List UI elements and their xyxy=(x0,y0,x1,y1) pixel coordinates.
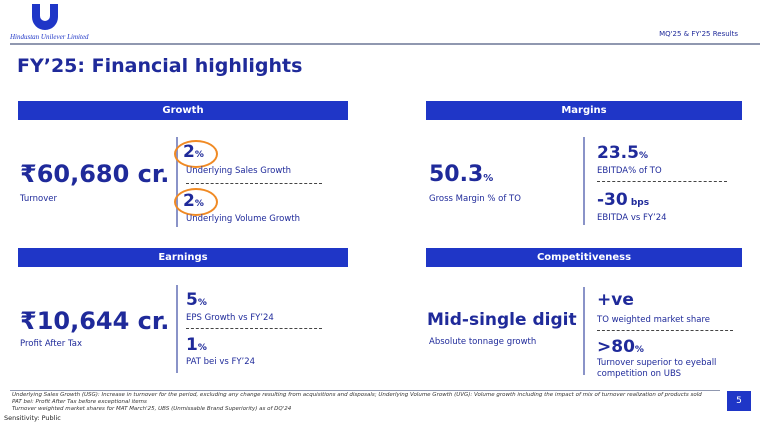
uvg-label: Underlying Volume Growth xyxy=(186,214,301,224)
footnote: Underlying Sales Growth (USG): Increase … xyxy=(12,392,702,398)
eps-value: 5% xyxy=(186,290,207,310)
gross-margin-value: 50.3% xyxy=(429,162,494,187)
eps-label: EPS Growth vs FY’24 xyxy=(186,313,274,323)
tonnage-label: Absolute tonnage growth xyxy=(429,337,537,347)
ebitda-change-value: -30 bps xyxy=(597,190,650,210)
usg-label: Underlying Sales Growth xyxy=(186,166,292,176)
dashed-divider xyxy=(597,330,733,331)
header-divider xyxy=(10,43,760,45)
divider xyxy=(583,287,585,375)
margins-banner: Margins xyxy=(426,101,742,120)
footnote: PAT bei: Profit After Tax before excepti… xyxy=(12,399,147,405)
ubs-label: Turnover superior to eyeball competition… xyxy=(597,358,717,379)
divider xyxy=(176,285,178,373)
sensitivity-label: Sensitivity: Public xyxy=(4,414,61,422)
page-title: FY’25: Financial highlights xyxy=(17,55,303,77)
divider xyxy=(176,137,178,227)
competitiveness-banner: Competitiveness xyxy=(426,248,742,267)
growth-banner: Growth xyxy=(18,101,348,120)
pat-label: Profit After Tax xyxy=(20,339,83,349)
market-share-value: +ve xyxy=(597,290,634,310)
report-label: MQ'25 & FY'25 Results xyxy=(659,30,738,38)
unilever-u-icon xyxy=(32,4,58,30)
market-share-label: TO weighted market share xyxy=(597,315,710,325)
uvg-value: 2% xyxy=(183,191,204,211)
highlight-circle xyxy=(174,140,218,168)
earnings-banner: Earnings xyxy=(18,248,348,267)
footer-divider xyxy=(10,390,720,391)
ebitda-value: 23.5% xyxy=(597,143,648,163)
ebitda-change-label: EBITDA vs FY’24 xyxy=(597,213,667,223)
divider xyxy=(583,137,585,225)
pat-bei-value: 1% xyxy=(186,335,207,355)
gross-margin-label: Gross Margin % of TO xyxy=(429,194,521,204)
usg-value: 2% xyxy=(183,142,204,162)
turnover-label: Turnover xyxy=(20,194,57,204)
footnotes: Underlying Sales Growth (USG): Increase … xyxy=(12,392,702,413)
pat-value: ₹10,644 cr. xyxy=(20,307,170,335)
pat-bei-label: PAT bei vs FY’24 xyxy=(186,357,256,367)
highlight-circle xyxy=(174,188,218,216)
dashed-divider xyxy=(597,181,727,182)
footnote: Turnover weighted market shares for MAT … xyxy=(12,406,292,412)
dashed-divider xyxy=(186,183,322,184)
company-logo: Hindustan Unilever Limited xyxy=(10,4,89,41)
page-number: 5 xyxy=(727,391,751,411)
ebitda-label: EBITDA% of TO xyxy=(597,166,662,176)
dashed-divider xyxy=(186,328,322,329)
tonnage-value: Mid-single digit xyxy=(427,310,577,330)
ubs-value: >80% xyxy=(597,337,644,357)
turnover-value: ₹60,680 cr. xyxy=(20,160,170,188)
